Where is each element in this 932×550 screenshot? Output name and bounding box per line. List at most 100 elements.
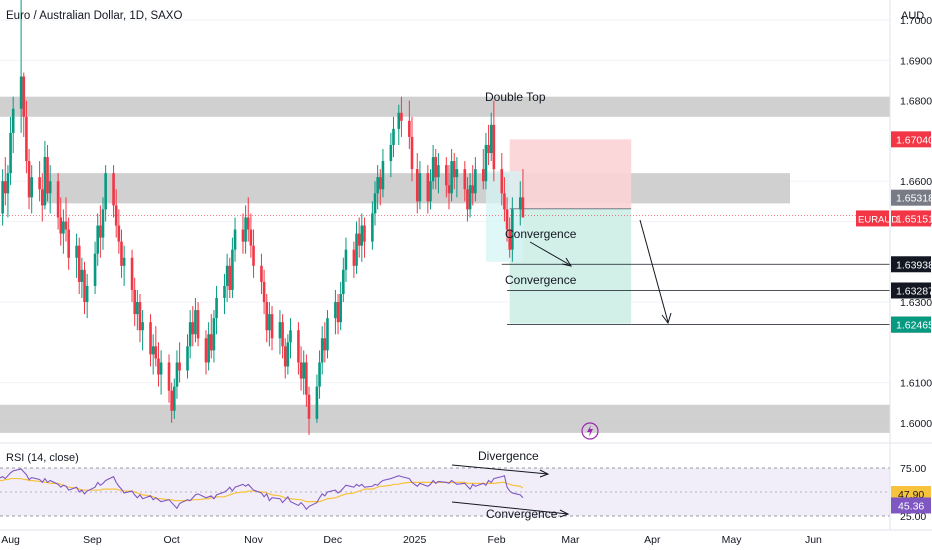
- candle: [241, 213, 245, 254]
- convergence-arrow: [529, 241, 571, 266]
- candle-body: [46, 157, 49, 194]
- candle-body: [487, 144, 490, 154]
- target-price-tag-bg: [891, 316, 931, 333]
- candle: [1, 169, 4, 226]
- entry-price-tag-bg: [891, 189, 931, 206]
- candle: [437, 153, 440, 194]
- candle: [484, 132, 488, 190]
- candle-body: [410, 136, 414, 170]
- candle: [334, 289, 337, 335]
- candle: [194, 298, 197, 343]
- candle: [154, 326, 158, 367]
- candle: [27, 149, 31, 210]
- candle-body: [474, 169, 477, 194]
- candle-body: [500, 169, 504, 194]
- candle: [355, 221, 358, 274]
- candle-body: [381, 161, 385, 190]
- candle-body: [508, 229, 512, 250]
- candle: [487, 124, 490, 166]
- rsi-value-tag: 45.36: [891, 497, 931, 514]
- candle-body: [43, 157, 47, 206]
- candle-body: [466, 189, 469, 210]
- candle-body: [67, 229, 70, 258]
- candle: [265, 293, 269, 343]
- rsi-pane[interactable]: [0, 467, 890, 517]
- candle-body: [75, 245, 78, 258]
- stop-price-tag: 1.67040: [891, 131, 932, 148]
- candle: [40, 173, 44, 222]
- rsi-value-tag-bg: [891, 497, 931, 514]
- time-axis[interactable]: Aug Sep Oct Nov Dec 2025 Feb Mar Apr May Jun: [1, 534, 822, 546]
- candle: [157, 342, 160, 387]
- time-tick: Sep: [83, 534, 102, 546]
- candle: [447, 165, 451, 210]
- main-grid: [0, 19, 890, 424]
- candle: [320, 326, 324, 375]
- candle-body: [511, 209, 514, 250]
- candle: [112, 165, 115, 218]
- candle: [117, 209, 121, 254]
- candle-body: [318, 362, 321, 387]
- candle-body: [120, 241, 123, 266]
- candle: [83, 261, 86, 315]
- price-axis[interactable]: 1.700001.690001.680001.660001.650001.630…: [856, 15, 932, 523]
- candle-body: [334, 302, 337, 319]
- candle-body: [56, 181, 60, 218]
- candle-body: [505, 209, 509, 230]
- candle: [151, 334, 155, 375]
- candle: [431, 144, 435, 190]
- candle: [46, 144, 49, 202]
- candle-body: [207, 334, 210, 363]
- candle: [357, 217, 361, 258]
- candle-body: [315, 386, 319, 419]
- candle: [418, 161, 422, 210]
- candle-body: [336, 302, 340, 323]
- lightning-icon[interactable]: [581, 422, 599, 440]
- stop-price-tag-bg: [891, 131, 931, 148]
- candle-body: [204, 338, 208, 363]
- candle: [170, 382, 173, 423]
- candle-body: [429, 181, 432, 202]
- candle: [30, 165, 33, 214]
- candle: [244, 205, 247, 254]
- candle-body: [363, 225, 366, 242]
- candle-body: [434, 157, 438, 178]
- candle: [481, 149, 485, 190]
- candle-body: [281, 322, 284, 347]
- time-tick: Jun: [805, 534, 822, 546]
- candle: [344, 237, 348, 282]
- candle: [99, 205, 102, 258]
- time-tick: Feb: [487, 534, 505, 546]
- level-price-tag-text: 1.63287: [896, 285, 932, 297]
- candle-body: [249, 229, 253, 246]
- rsi-line: [0, 468, 524, 511]
- candle: [336, 293, 340, 335]
- level-price-tag-bg: [891, 256, 931, 273]
- candle: [318, 350, 321, 399]
- candle-body: [223, 285, 226, 299]
- rsi-divergence-line: [451, 464, 549, 475]
- zone-lower-support: [0, 404, 890, 433]
- candle-body: [326, 318, 329, 351]
- candle-body: [378, 177, 382, 190]
- candle: [371, 201, 374, 250]
- candle-body: [59, 217, 63, 234]
- candle: [381, 149, 385, 198]
- candle-body: [93, 253, 97, 286]
- candle-body: [342, 269, 345, 294]
- candle-body: [25, 116, 28, 162]
- candle: [133, 277, 136, 327]
- candle: [149, 314, 152, 367]
- symbol-tag: EURAUD: [856, 210, 898, 227]
- candle-body: [431, 157, 435, 182]
- candle-body: [191, 322, 195, 335]
- candle: [260, 253, 263, 294]
- candle-body: [397, 112, 401, 129]
- candle-body: [305, 362, 308, 395]
- candle-body: [77, 245, 81, 282]
- candle: [410, 116, 414, 182]
- price-tick: 1.68000: [900, 96, 932, 108]
- candle-body: [463, 169, 467, 190]
- time-tick: Nov: [244, 534, 263, 546]
